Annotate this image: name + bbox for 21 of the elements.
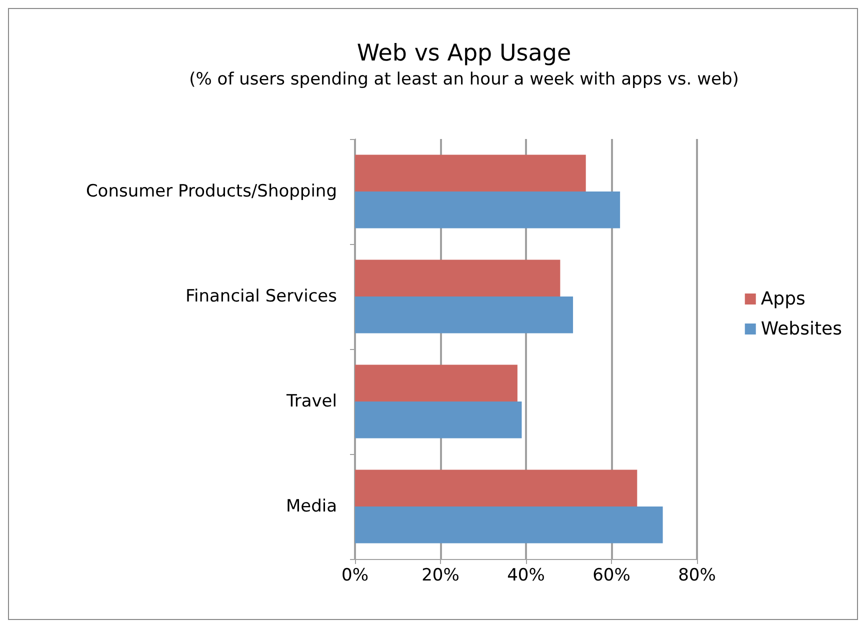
legend-label: Apps <box>760 288 806 310</box>
bar <box>355 364 518 402</box>
y-tick-label: Travel <box>285 392 337 412</box>
bar <box>355 296 574 334</box>
chart-title: Web vs App Usage <box>356 40 572 66</box>
x-tick-label: 20% <box>422 566 460 586</box>
x-tick-label: 40% <box>507 566 545 586</box>
bar <box>355 192 620 228</box>
bar <box>355 260 560 296</box>
y-tick-label: Media <box>286 496 337 516</box>
bar <box>355 154 586 192</box>
legend-label: Websites <box>760 318 842 340</box>
bar <box>355 506 663 544</box>
y-tick-label: Consumer Products/Shopping <box>86 182 337 202</box>
chart-subtitle: (% of users spending at least an hour a week with apps vs. web) <box>189 70 739 90</box>
bar <box>355 402 522 438</box>
y-tick-label: Financial Services <box>185 286 338 306</box>
x-tick-label: 0% <box>342 566 368 586</box>
x-tick-label: 60% <box>592 566 630 586</box>
x-tick-label: 80% <box>678 566 716 586</box>
bar <box>355 470 638 506</box>
